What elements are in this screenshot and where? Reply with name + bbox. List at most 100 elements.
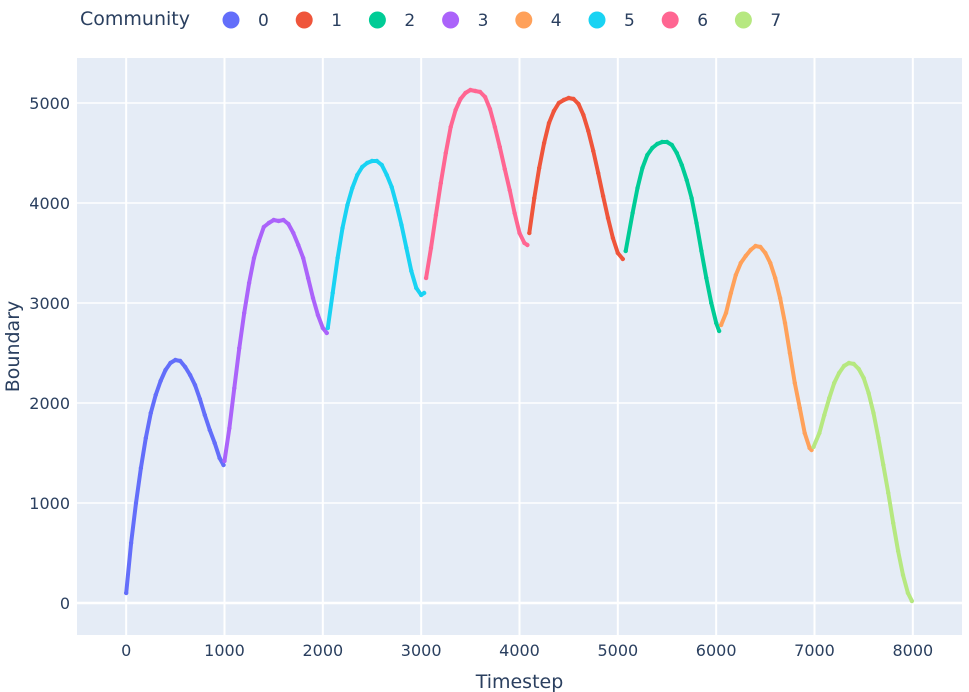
data-point — [458, 96, 463, 102]
data-point — [389, 184, 394, 190]
data-point — [551, 108, 557, 114]
data-point — [689, 195, 694, 201]
y-tick-label: 5000 — [29, 94, 70, 113]
legend-item[interactable]: 7 — [734, 11, 781, 31]
legend-item[interactable]: 0 — [222, 11, 269, 31]
data-point — [192, 382, 198, 388]
x-tick-label: 1000 — [204, 641, 245, 660]
data-point — [158, 378, 163, 384]
data-point — [723, 310, 729, 316]
data-point — [369, 158, 375, 164]
data-point — [684, 177, 689, 183]
data-point — [866, 390, 871, 396]
data-point — [566, 95, 571, 101]
x-tick-label: 8000 — [892, 641, 933, 660]
series-4 — [718, 243, 814, 453]
legend-marker — [588, 11, 606, 29]
legend-item[interactable]: 6 — [661, 11, 708, 31]
data-point — [525, 242, 530, 248]
data-point — [581, 112, 586, 118]
data-point — [768, 260, 773, 266]
data-point — [423, 275, 429, 281]
y-tick-label: 0 — [60, 594, 70, 613]
data-point — [350, 185, 355, 191]
data-point — [133, 500, 139, 506]
data-point — [399, 222, 404, 228]
data-point — [335, 255, 340, 261]
x-tick-label: 7000 — [794, 641, 835, 660]
legend-item[interactable]: 5 — [588, 11, 635, 31]
data-point — [630, 210, 635, 216]
legend-marker — [222, 11, 240, 29]
data-point — [595, 170, 601, 176]
x-tick-label: 5000 — [597, 641, 638, 660]
data-point — [148, 410, 153, 416]
series-3 — [222, 217, 329, 464]
data-point — [428, 245, 434, 251]
data-point — [291, 230, 296, 236]
legend-item[interactable]: 4 — [515, 11, 562, 31]
x-tick-label: 4000 — [499, 641, 540, 660]
data-point — [615, 250, 621, 256]
x-tick-labels: 0 1000 2000 3000 4000 5000 6000 7000 8000 — [121, 641, 933, 660]
data-point — [374, 158, 380, 164]
data-point — [861, 375, 866, 381]
data-point — [207, 427, 212, 433]
data-point — [664, 139, 670, 145]
legend-marker — [368, 11, 386, 29]
legend-items: 0 1 2 3 4 5 6 7 — [222, 11, 781, 31]
data-point — [384, 172, 389, 178]
series-7 — [811, 360, 915, 604]
data-point — [138, 465, 144, 471]
series-trace — [424, 88, 530, 280]
legend-marker — [442, 11, 460, 29]
data-point — [197, 396, 203, 402]
data-point — [561, 97, 566, 103]
data-point — [421, 290, 427, 296]
data-point — [890, 520, 896, 526]
legend-label: 2 — [404, 11, 415, 31]
data-point — [325, 325, 330, 331]
data-point — [827, 395, 832, 401]
data-point — [895, 548, 901, 554]
data-point — [153, 392, 158, 398]
legend-item[interactable]: 1 — [295, 11, 342, 31]
data-point — [433, 212, 439, 218]
data-point — [276, 218, 281, 224]
data-point — [679, 162, 684, 168]
data-point — [473, 88, 478, 94]
data-point — [846, 360, 852, 366]
data-point — [453, 107, 458, 113]
data-point — [232, 385, 237, 391]
legend: Community 0 1 2 3 4 5 6 7 — [80, 8, 781, 31]
data-point — [324, 330, 329, 336]
x-axis-title: Timestep — [475, 671, 564, 692]
data-point — [831, 380, 837, 386]
data-point — [178, 358, 183, 364]
legend-label: 7 — [770, 11, 781, 31]
data-point — [876, 435, 881, 441]
legend-item[interactable]: 2 — [368, 11, 415, 31]
legend-item[interactable]: 3 — [442, 11, 488, 31]
data-point — [128, 540, 134, 546]
data-point — [753, 243, 758, 249]
data-point — [536, 165, 542, 171]
series-trace — [623, 140, 722, 333]
data-point — [310, 295, 316, 301]
series-layer — [123, 87, 915, 604]
data-point — [345, 202, 350, 208]
data-point — [202, 412, 208, 418]
legend-marker — [515, 11, 533, 29]
data-point — [640, 165, 645, 171]
data-point — [532, 195, 537, 201]
data-point — [777, 295, 783, 301]
data-point — [355, 172, 360, 178]
data-point — [256, 238, 262, 244]
data-point — [487, 106, 493, 112]
data-point — [507, 187, 512, 193]
data-point — [330, 290, 335, 296]
data-point — [704, 275, 709, 281]
legend-label: 4 — [551, 11, 562, 31]
data-point — [556, 100, 562, 106]
data-point — [871, 410, 876, 416]
